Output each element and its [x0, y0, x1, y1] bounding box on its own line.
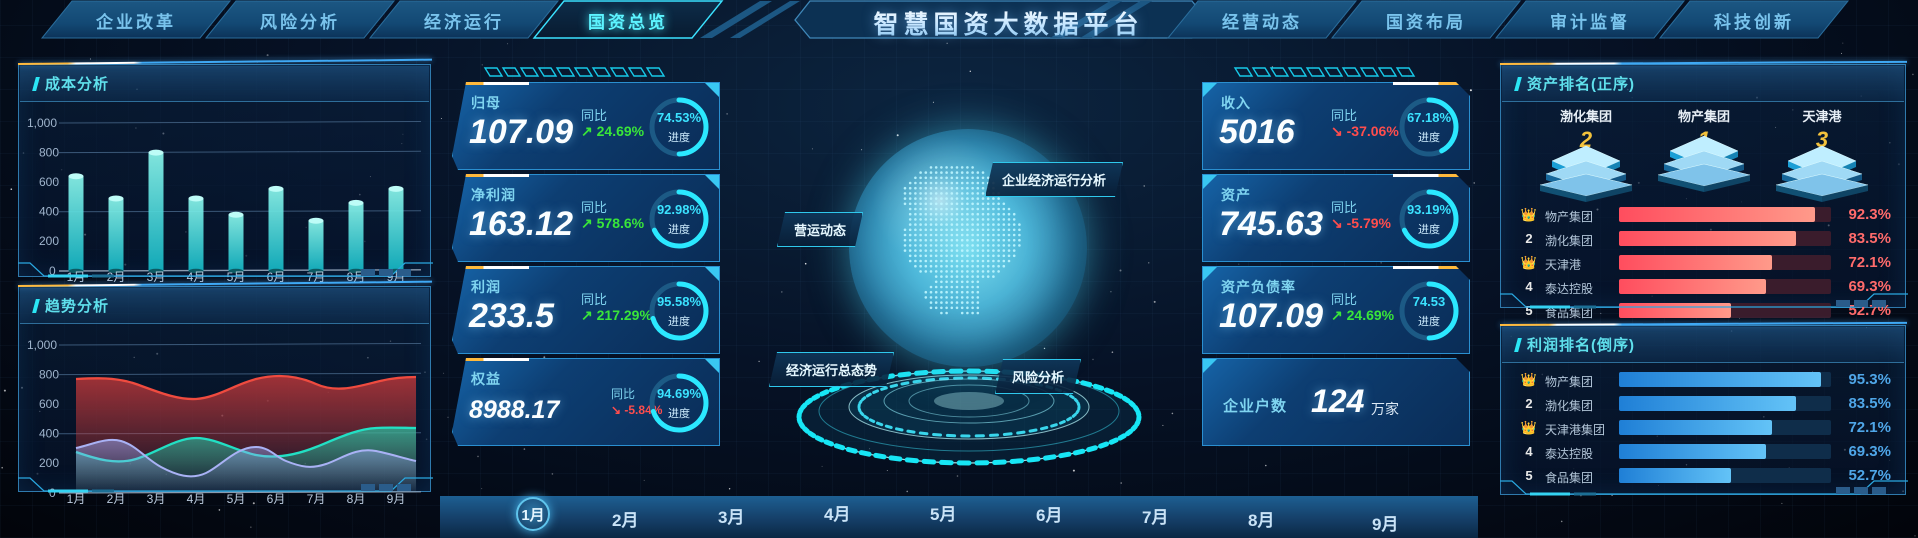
- svg-text:600: 600: [39, 397, 59, 411]
- svg-text:5月: 5月: [227, 492, 246, 506]
- svg-text:400: 400: [39, 205, 59, 219]
- svg-text:物产集团: 物产集团: [1678, 109, 1730, 124]
- svg-text:8月: 8月: [347, 492, 366, 506]
- svg-text:1,000: 1,000: [27, 338, 57, 352]
- svg-text:1月: 1月: [67, 492, 86, 506]
- svg-text:4月: 4月: [187, 492, 206, 506]
- svg-text:200: 200: [39, 456, 59, 470]
- svg-text:800: 800: [39, 146, 59, 160]
- svg-text:3月: 3月: [147, 492, 166, 506]
- svg-text:200: 200: [39, 234, 59, 248]
- svg-text:600: 600: [39, 175, 59, 189]
- svg-text:2月: 2月: [107, 492, 126, 506]
- svg-text:400: 400: [39, 427, 59, 441]
- svg-text:6月: 6月: [267, 492, 286, 506]
- svg-text:9月: 9月: [387, 492, 406, 506]
- svg-text:渤化集团: 渤化集团: [1560, 109, 1612, 124]
- svg-text:800: 800: [39, 368, 59, 382]
- svg-text:1,000: 1,000: [27, 116, 57, 130]
- svg-text:天津港: 天津港: [1802, 109, 1842, 124]
- svg-text:7月: 7月: [307, 492, 326, 506]
